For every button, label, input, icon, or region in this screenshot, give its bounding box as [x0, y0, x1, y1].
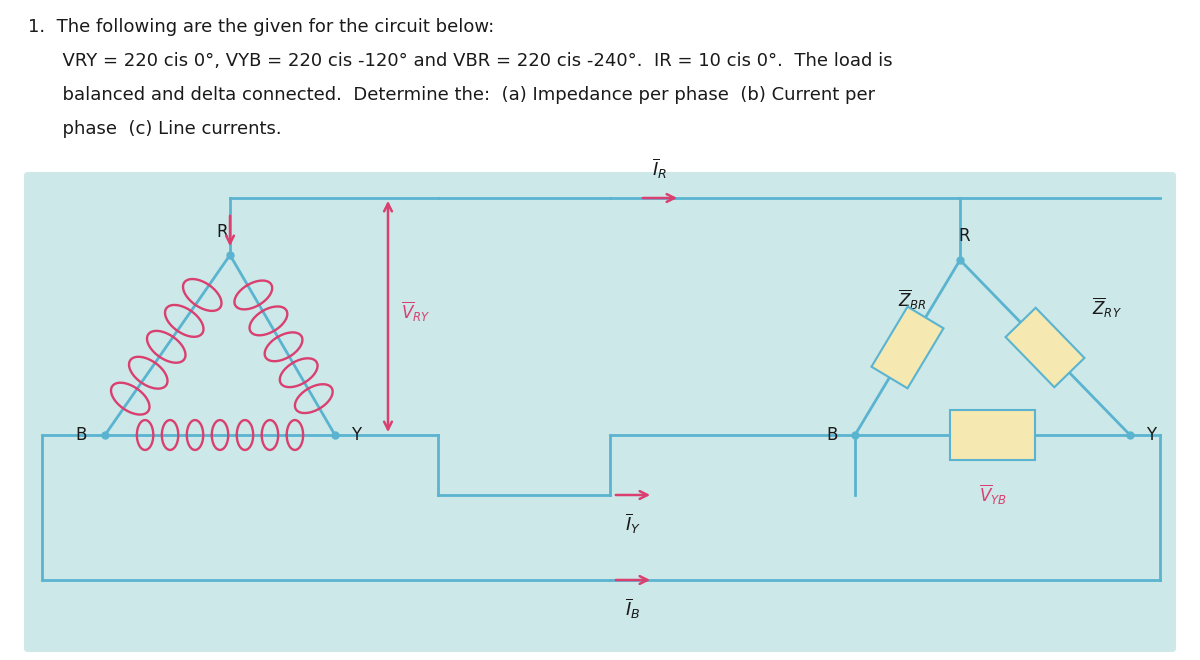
Text: R: R: [216, 223, 228, 241]
Text: $\overline{I}_B$: $\overline{I}_B$: [625, 597, 641, 622]
Text: Y: Y: [352, 426, 361, 444]
Polygon shape: [871, 307, 943, 388]
Text: phase  (c) Line currents.: phase (c) Line currents.: [28, 120, 282, 138]
Text: B: B: [827, 426, 838, 444]
Text: balanced and delta connected.  Determine the:  (a) Impedance per phase  (b) Curr: balanced and delta connected. Determine …: [28, 86, 875, 104]
Text: $\overline{Z}_{BR}$: $\overline{Z}_{BR}$: [898, 288, 926, 312]
Text: Y: Y: [1146, 426, 1156, 444]
FancyBboxPatch shape: [24, 172, 1176, 652]
Polygon shape: [950, 410, 1036, 460]
Text: 1.  The following are the given for the circuit below:: 1. The following are the given for the c…: [28, 18, 494, 36]
Polygon shape: [1006, 308, 1085, 387]
Text: $\overline{I}_R$: $\overline{I}_R$: [653, 156, 667, 181]
Text: VRY = 220 cis 0°, VYB = 220 cis -120° and VBR = 220 cis -240°.  IR = 10 cis 0°. : VRY = 220 cis 0°, VYB = 220 cis -120° an…: [28, 52, 893, 70]
Text: $\overline{V}_{RY}$: $\overline{V}_{RY}$: [401, 300, 431, 323]
Text: $\overline{V}_{YB}$: $\overline{V}_{YB}$: [978, 483, 1007, 507]
Text: $\overline{I}_Y$: $\overline{I}_Y$: [625, 512, 641, 537]
Text: $\overline{Z}_{RY}$: $\overline{Z}_{RY}$: [1092, 296, 1122, 319]
Text: R: R: [958, 227, 970, 245]
Text: B: B: [76, 426, 88, 444]
